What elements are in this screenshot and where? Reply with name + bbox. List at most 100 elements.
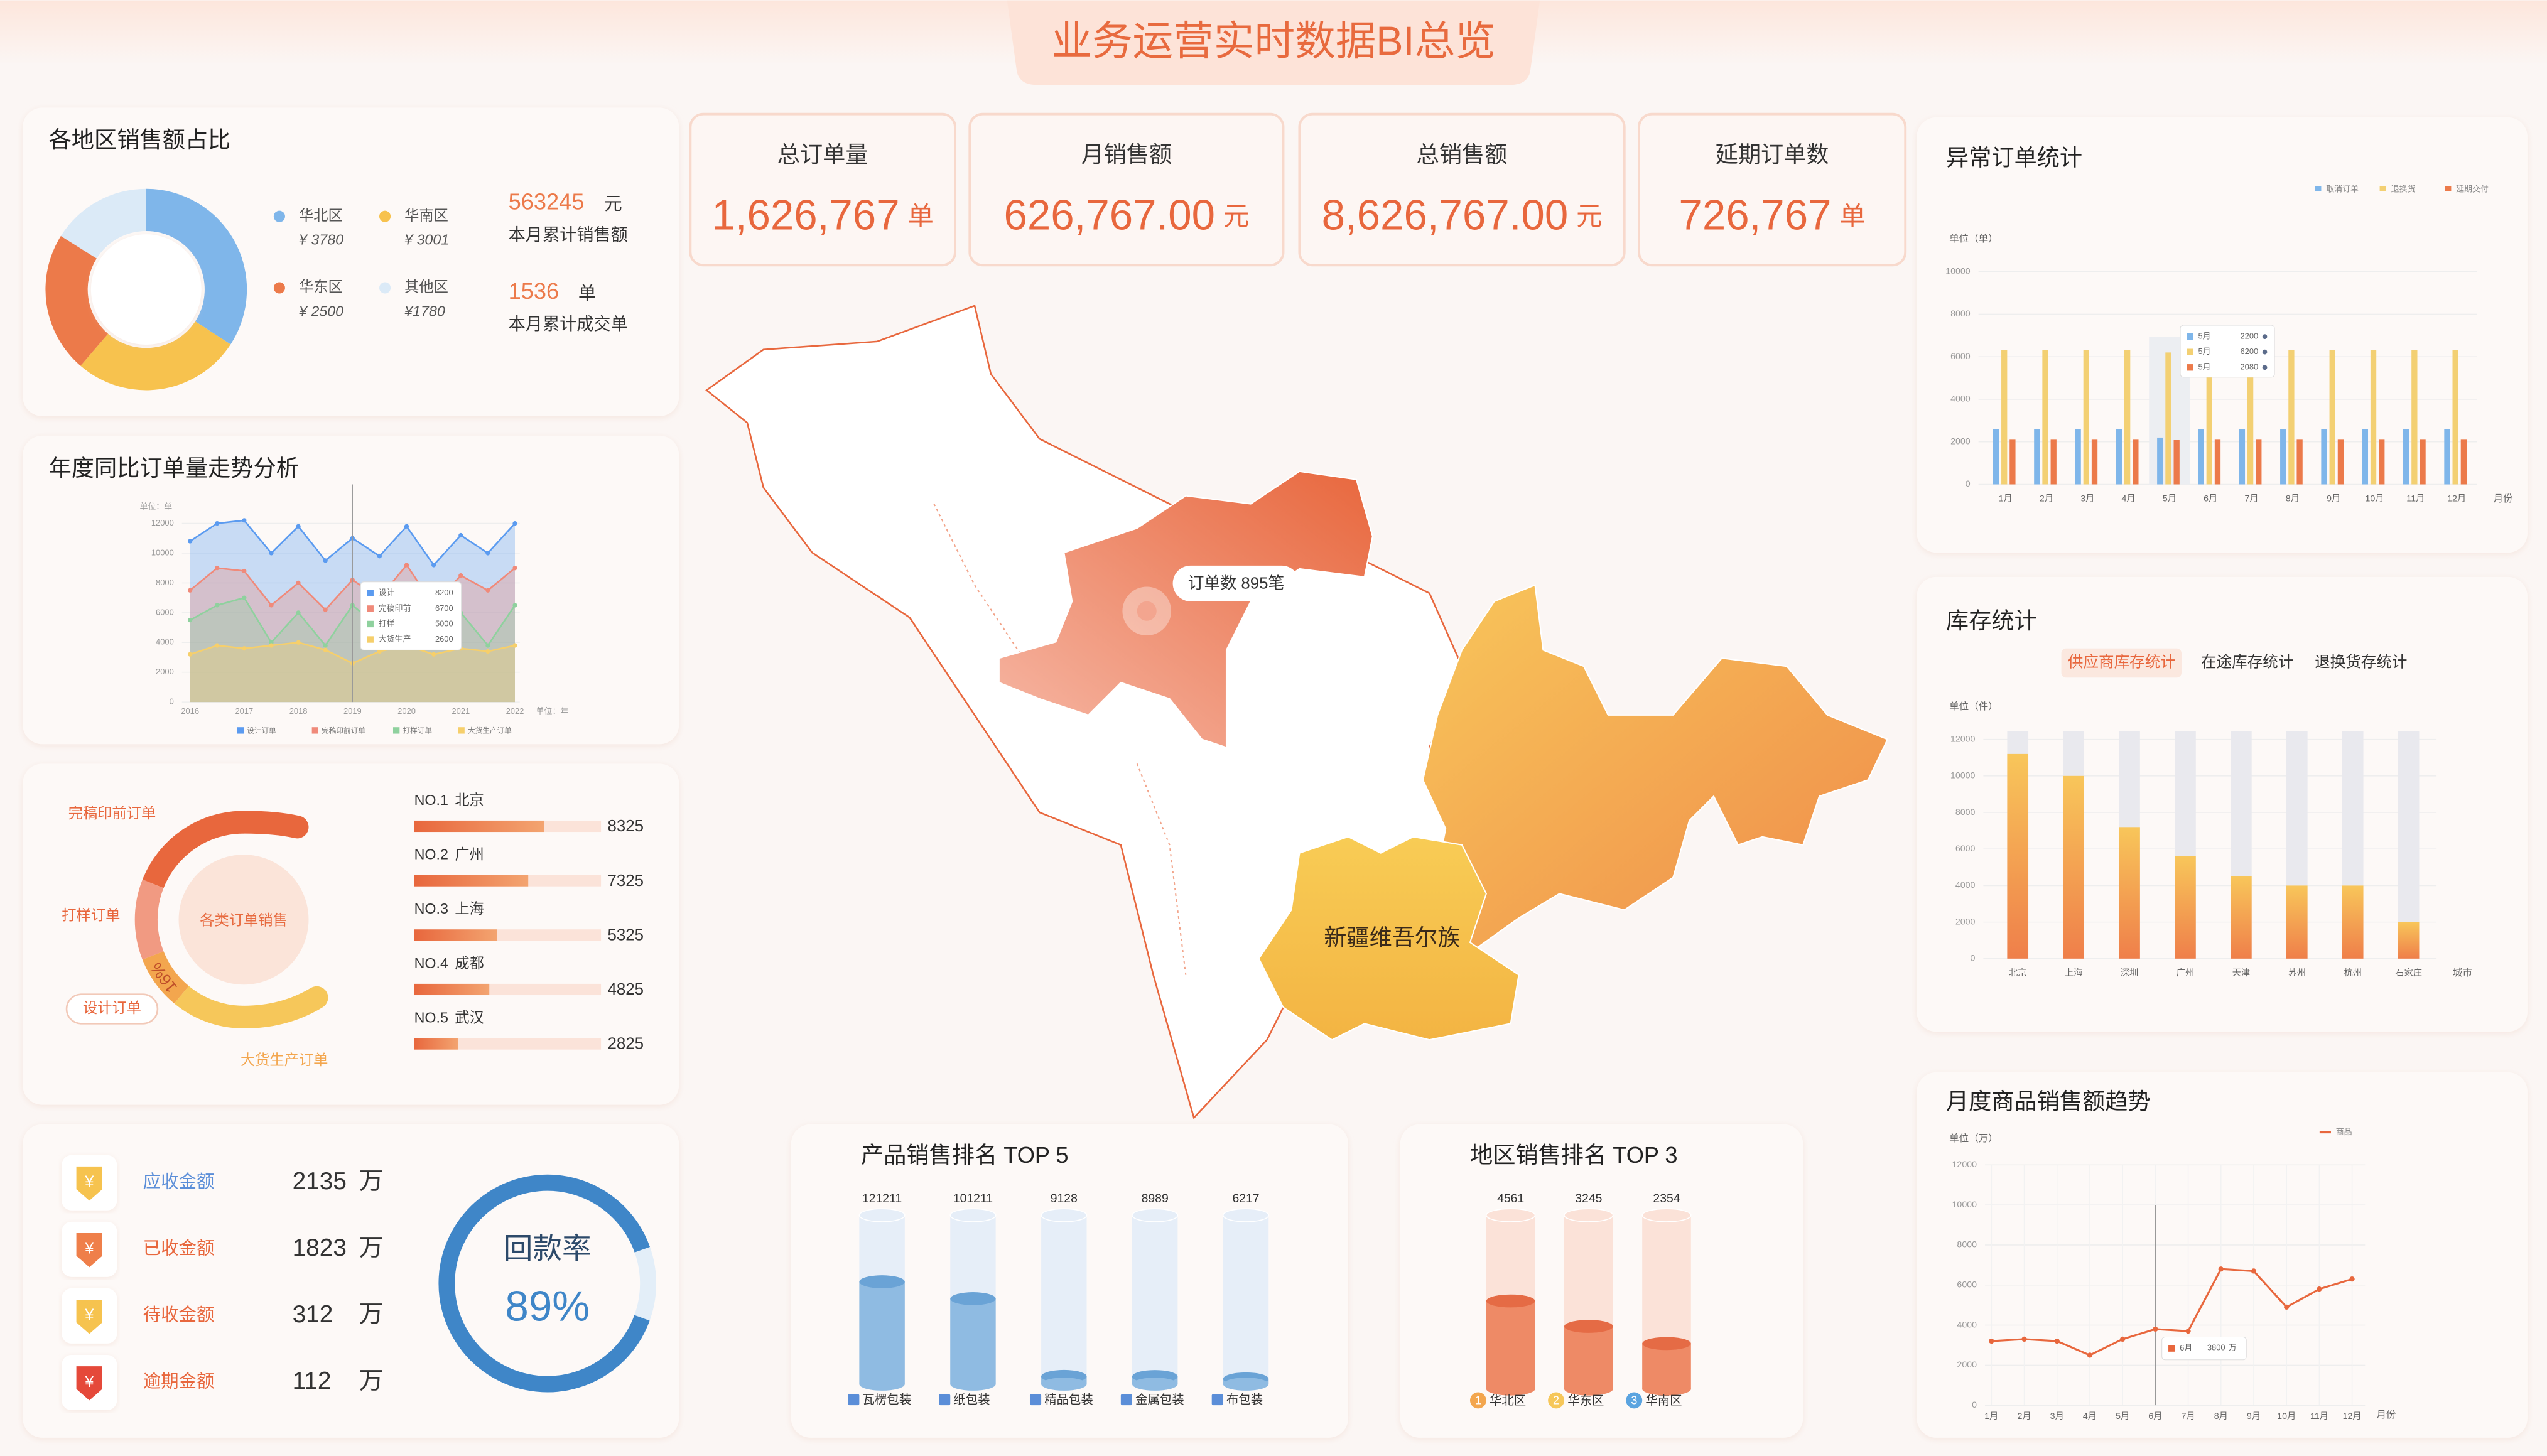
icon-symbol: ¥ <box>84 1307 94 1324</box>
point <box>458 532 463 538</box>
kpi-label: 总销售额 <box>1417 142 1508 168</box>
axis-label: 单位（万） <box>1949 1133 1998 1144</box>
tab-label[interactable]: 退换货存统计 <box>2315 654 2407 671</box>
legend-value: ¥ 2500 <box>299 303 343 319</box>
kpi-unit: 元 <box>1223 202 1249 230</box>
pie-center <box>90 234 202 345</box>
bar-value: 2825 <box>607 1035 644 1053</box>
axis-label: 单位：年 <box>536 706 569 716</box>
x-tick-label: 2月 <box>2040 494 2053 504</box>
bar-track <box>414 1038 602 1050</box>
radial-tail <box>232 986 328 1029</box>
x-tick-label: 深圳 <box>2121 968 2138 978</box>
x-tick-label: 瓦楞包装 <box>863 1393 912 1407</box>
point <box>188 618 193 623</box>
legend-value: ¥1780 <box>404 303 445 319</box>
legend-label: 设计订单 <box>247 727 276 735</box>
radial-label: 大货生产订单 <box>241 1052 328 1068</box>
point <box>2317 1286 2322 1292</box>
cylinder-track-top <box>1041 1208 1088 1222</box>
bar <box>414 1038 458 1050</box>
pie-slice <box>146 188 247 345</box>
point <box>512 566 517 571</box>
rank-label: NO.5 武汉 <box>414 1010 484 1026</box>
tab-label[interactable]: 供应商库存统计 <box>2068 654 2176 671</box>
x-tick-label: 10月 <box>2277 1411 2296 1421</box>
cylinder-top <box>1486 1294 1535 1308</box>
bar <box>2206 350 2212 485</box>
map-region-label: 新疆维吾尔族 <box>1324 924 1460 950</box>
point <box>2120 1336 2126 1342</box>
bar <box>2329 350 2335 485</box>
tab-label[interactable]: 在途库存统计 <box>2201 654 2293 671</box>
kpi-number: 8,626,767.00 <box>1322 191 1569 239</box>
radial-label: 完稿印前订单 <box>68 805 156 821</box>
x-tick-label: 9月 <box>2247 1411 2261 1421</box>
tooltip-swatch <box>2168 1345 2175 1352</box>
panel <box>1917 1072 2528 1438</box>
x-tick-label: 8月 <box>2286 494 2300 504</box>
tooltip-label: 6月 <box>2180 1343 2192 1352</box>
legend-dot <box>273 282 285 294</box>
kpi-card <box>689 112 956 267</box>
y-tick-label: 2000 <box>156 667 174 676</box>
rank-badge <box>1548 1392 1565 1409</box>
point <box>512 603 517 608</box>
tooltip-label: 5月 <box>2198 362 2210 372</box>
x-tick-label: 华北区 <box>1490 1394 1526 1408</box>
point <box>485 649 490 654</box>
stat-unit: 单 <box>578 283 596 303</box>
receivable-unit: 万 <box>359 1367 384 1394</box>
x-tick-label: 5月 <box>2163 494 2177 504</box>
kpi-label: 总订单量 <box>777 142 868 168</box>
bar <box>414 820 544 833</box>
cylinder-base <box>859 1378 905 1391</box>
y-tick-label: 6000 <box>1957 1280 1977 1290</box>
y-tick-label: 10000 <box>1945 266 1971 276</box>
gauge-arc <box>438 1174 650 1393</box>
x-tick-label: 2022 <box>506 706 524 716</box>
category-icon <box>1120 1394 1132 1406</box>
cylinder <box>1642 1343 1691 1389</box>
tooltip-label: 5月 <box>2198 347 2210 356</box>
point <box>377 554 382 559</box>
icon <box>76 1232 102 1268</box>
bar <box>2034 429 2040 485</box>
bar <box>2231 876 2252 959</box>
value-label: 121211 <box>862 1192 902 1205</box>
pie-slice <box>60 188 146 259</box>
bar <box>2296 439 2303 485</box>
tooltip-swatch <box>367 620 374 628</box>
bar <box>2042 350 2048 485</box>
icon <box>76 1366 102 1401</box>
x-tick-label: 9月 <box>2327 494 2340 504</box>
stat-value: 563245 <box>509 189 585 215</box>
value-label: 3245 <box>1575 1192 1602 1205</box>
x-tick-label: 华东区 <box>1567 1394 1604 1408</box>
stat-value: 1536 <box>509 278 560 304</box>
cylinder-track-top <box>949 1208 997 1222</box>
point <box>512 520 517 526</box>
point <box>269 643 274 648</box>
point <box>2284 1304 2290 1310</box>
legend-value: ¥ 3780 <box>299 232 343 248</box>
tooltip-value: 2200 <box>2240 332 2258 341</box>
cylinder-top <box>950 1292 996 1305</box>
tooltip-label: 完稿印前 <box>379 603 411 613</box>
x-tick-label: 布包装 <box>1226 1393 1263 1407</box>
x-tick-label: 4月 <box>2083 1411 2097 1421</box>
cylinder-track-top <box>1223 1208 1270 1222</box>
stat-label: 本月累计销售额 <box>509 225 628 244</box>
x-tick-label: 精品包装 <box>1044 1393 1093 1407</box>
kpi-unit: 单 <box>1839 202 1865 230</box>
panel <box>23 435 679 745</box>
tooltip-value: 5000 <box>435 618 453 628</box>
bar <box>2256 439 2262 485</box>
rank-badge <box>1626 1392 1643 1409</box>
radial-label: 设计订单 <box>83 1000 141 1016</box>
y-tick-label: 12000 <box>1952 1160 1977 1170</box>
cylinder-base <box>1486 1382 1535 1396</box>
y-tick-label: 4000 <box>1950 394 1971 404</box>
x-tick-label: 天津 <box>2232 968 2250 978</box>
